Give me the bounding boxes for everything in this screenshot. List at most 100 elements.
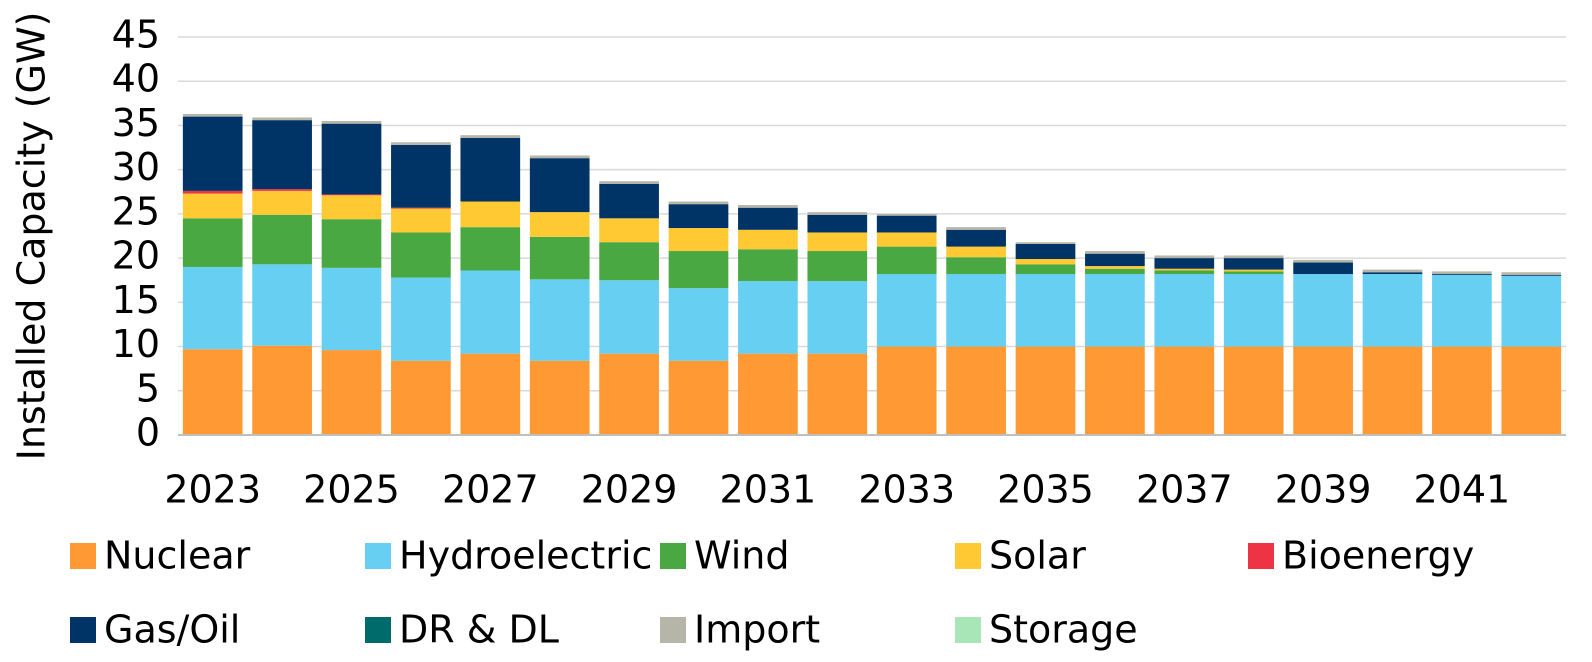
bar-segment	[1293, 259, 1353, 263]
bar-segment	[391, 232, 451, 278]
bar-segment	[1223, 271, 1284, 275]
x-tick-label: 2041	[1414, 468, 1511, 512]
y-tick-label: 40	[112, 57, 160, 101]
bar-segment	[738, 249, 798, 282]
bar-segment	[321, 123, 382, 195]
x-tick-label: 2039	[1275, 468, 1372, 512]
bar-segment	[1223, 255, 1284, 259]
bar-segment	[1015, 274, 1076, 347]
x-tick-label: 2025	[303, 468, 400, 512]
y-axis-label: Installed Capacity (GW)	[10, 12, 54, 461]
bar-segment	[182, 113, 243, 117]
bar-segment	[529, 360, 590, 435]
legend-label: Wind	[694, 534, 790, 578]
bar-segment	[1015, 258, 1076, 265]
bar-segment	[738, 281, 798, 354]
y-tick-label: 0	[136, 411, 160, 455]
bar-segment	[529, 158, 590, 213]
bar-segment	[876, 232, 937, 247]
bar-segment	[252, 214, 312, 265]
bar-segment	[738, 207, 798, 230]
bar-segment	[1015, 242, 1076, 244]
bar-segment	[1154, 255, 1215, 259]
legend-swatch	[660, 543, 686, 569]
bar-segment	[321, 350, 382, 435]
bar-segment	[321, 219, 382, 268]
bar-segment	[1154, 274, 1215, 347]
x-tick-label: 2027	[442, 468, 539, 512]
bar-segment	[182, 193, 243, 219]
legend-swatch	[365, 543, 391, 569]
legend-swatch	[955, 617, 981, 643]
legend-label: Hydroelectric	[399, 534, 652, 578]
bar-segment	[1293, 274, 1353, 347]
bar-segment	[599, 183, 659, 219]
y-tick-label: 35	[112, 101, 160, 145]
legend-label: Nuclear	[104, 534, 251, 578]
bar-segment	[807, 232, 868, 252]
bar-segment	[946, 346, 1006, 435]
y-tick-label: 20	[112, 234, 160, 278]
bar-segment	[391, 208, 451, 233]
legend-swatch	[70, 543, 96, 569]
x-tick-label: 2037	[1136, 468, 1233, 512]
y-tick-label: 10	[112, 322, 160, 366]
bar-segment	[1154, 346, 1215, 435]
legend-swatch	[365, 617, 391, 643]
bar-segment	[876, 215, 937, 233]
bar-segment	[807, 214, 868, 233]
bar-segment	[1154, 268, 1215, 271]
bar-segment	[668, 360, 729, 435]
bar-segment	[807, 212, 868, 215]
bar-segment	[1085, 251, 1145, 254]
bar-segment	[1501, 274, 1562, 276]
bar-segment	[1085, 274, 1145, 347]
bar-segment	[529, 212, 590, 237]
bar-segment	[876, 346, 937, 435]
bar-segment	[738, 229, 798, 250]
bar-segment	[668, 251, 729, 289]
bar-segment	[391, 142, 451, 145]
bar-segment	[599, 353, 659, 435]
bar-segment	[807, 353, 868, 435]
legend-swatch	[1248, 543, 1274, 569]
bar-segment	[182, 116, 243, 191]
bar-segment	[391, 144, 451, 208]
bar-segment	[391, 360, 451, 435]
bar-segment	[1085, 346, 1145, 435]
bar-segment	[668, 201, 729, 205]
bar-segment	[807, 251, 868, 282]
bar-segment	[252, 190, 312, 215]
legend-swatch	[660, 617, 686, 643]
bar-segment	[946, 246, 1006, 258]
bar-segment	[1362, 274, 1423, 347]
bar-segment	[1293, 262, 1353, 275]
bar-segment	[1432, 346, 1492, 435]
bar-segment	[807, 281, 868, 354]
bar-segment	[1432, 274, 1492, 275]
bar-segment	[460, 270, 521, 354]
legend-swatch	[70, 617, 96, 643]
x-tick-label: 2029	[581, 468, 678, 512]
bar-segment	[1432, 274, 1492, 347]
bar-segment	[1015, 346, 1076, 435]
bar-segment	[668, 228, 729, 252]
bar-segment	[391, 207, 451, 209]
legend-label: Import	[694, 608, 820, 652]
x-tick-label: 2033	[858, 468, 955, 512]
bar-segment	[252, 345, 312, 435]
bar-segment	[182, 218, 243, 267]
bar-segment	[1501, 272, 1562, 275]
y-tick-label: 25	[112, 189, 160, 233]
bar-segment	[460, 353, 521, 435]
bar-segment	[182, 349, 243, 435]
bar-segment	[460, 137, 521, 202]
bar-segment	[1501, 275, 1562, 347]
bar-segment	[876, 274, 937, 347]
legend-label: DR & DL	[399, 608, 559, 652]
bar-segment	[599, 181, 659, 184]
bar-segment	[1432, 271, 1492, 275]
bar-segment	[738, 205, 798, 208]
bar-segment	[321, 194, 382, 196]
